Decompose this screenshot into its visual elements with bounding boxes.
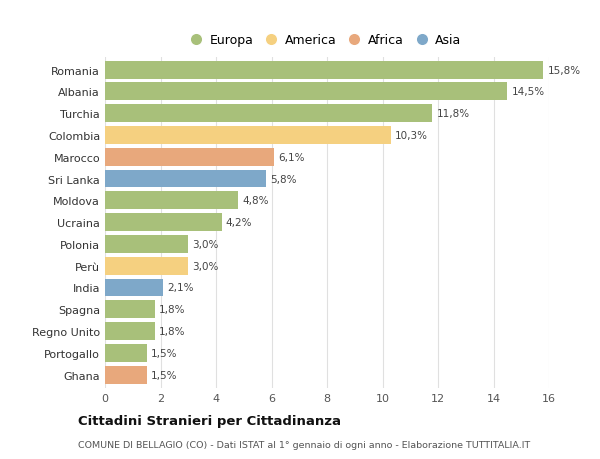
Bar (105, 105, 433, 123)
Text: 1,5%: 1,5% (151, 348, 177, 358)
Text: 15,8%: 15,8% (548, 66, 581, 75)
Text: COMUNE DI BELLAGIO (CO) - Dati ISTAT al 1° gennaio di ogni anno - Elaborazione T: COMUNE DI BELLAGIO (CO) - Dati ISTAT al … (78, 441, 530, 449)
Text: 10,3%: 10,3% (395, 131, 428, 140)
Bar (105, 322, 155, 340)
Text: 5,8%: 5,8% (270, 174, 296, 184)
Bar (105, 83, 508, 101)
Text: 6,1%: 6,1% (278, 152, 305, 162)
Bar (105, 301, 155, 319)
Bar (105, 62, 544, 79)
Text: 3,0%: 3,0% (193, 261, 219, 271)
Bar (105, 148, 274, 166)
Bar (105, 214, 221, 231)
Text: 4,2%: 4,2% (226, 218, 252, 228)
Text: 11,8%: 11,8% (437, 109, 470, 119)
Text: 4,8%: 4,8% (242, 196, 269, 206)
Text: 1,8%: 1,8% (159, 305, 185, 314)
Legend: Europa, America, Africa, Asia: Europa, America, Africa, Asia (190, 31, 464, 51)
Text: Cittadini Stranieri per Cittadinanza: Cittadini Stranieri per Cittadinanza (78, 414, 341, 428)
Bar (105, 279, 163, 297)
Bar (105, 366, 146, 384)
Bar (105, 127, 391, 145)
Bar (105, 192, 238, 210)
Text: 3,0%: 3,0% (193, 239, 219, 249)
Bar (105, 344, 146, 362)
Bar (105, 170, 266, 188)
Bar (105, 257, 188, 275)
Text: 2,1%: 2,1% (167, 283, 194, 293)
Text: 14,5%: 14,5% (512, 87, 545, 97)
Text: 1,8%: 1,8% (159, 326, 185, 336)
Bar (105, 235, 188, 253)
Text: 1,5%: 1,5% (151, 370, 177, 380)
